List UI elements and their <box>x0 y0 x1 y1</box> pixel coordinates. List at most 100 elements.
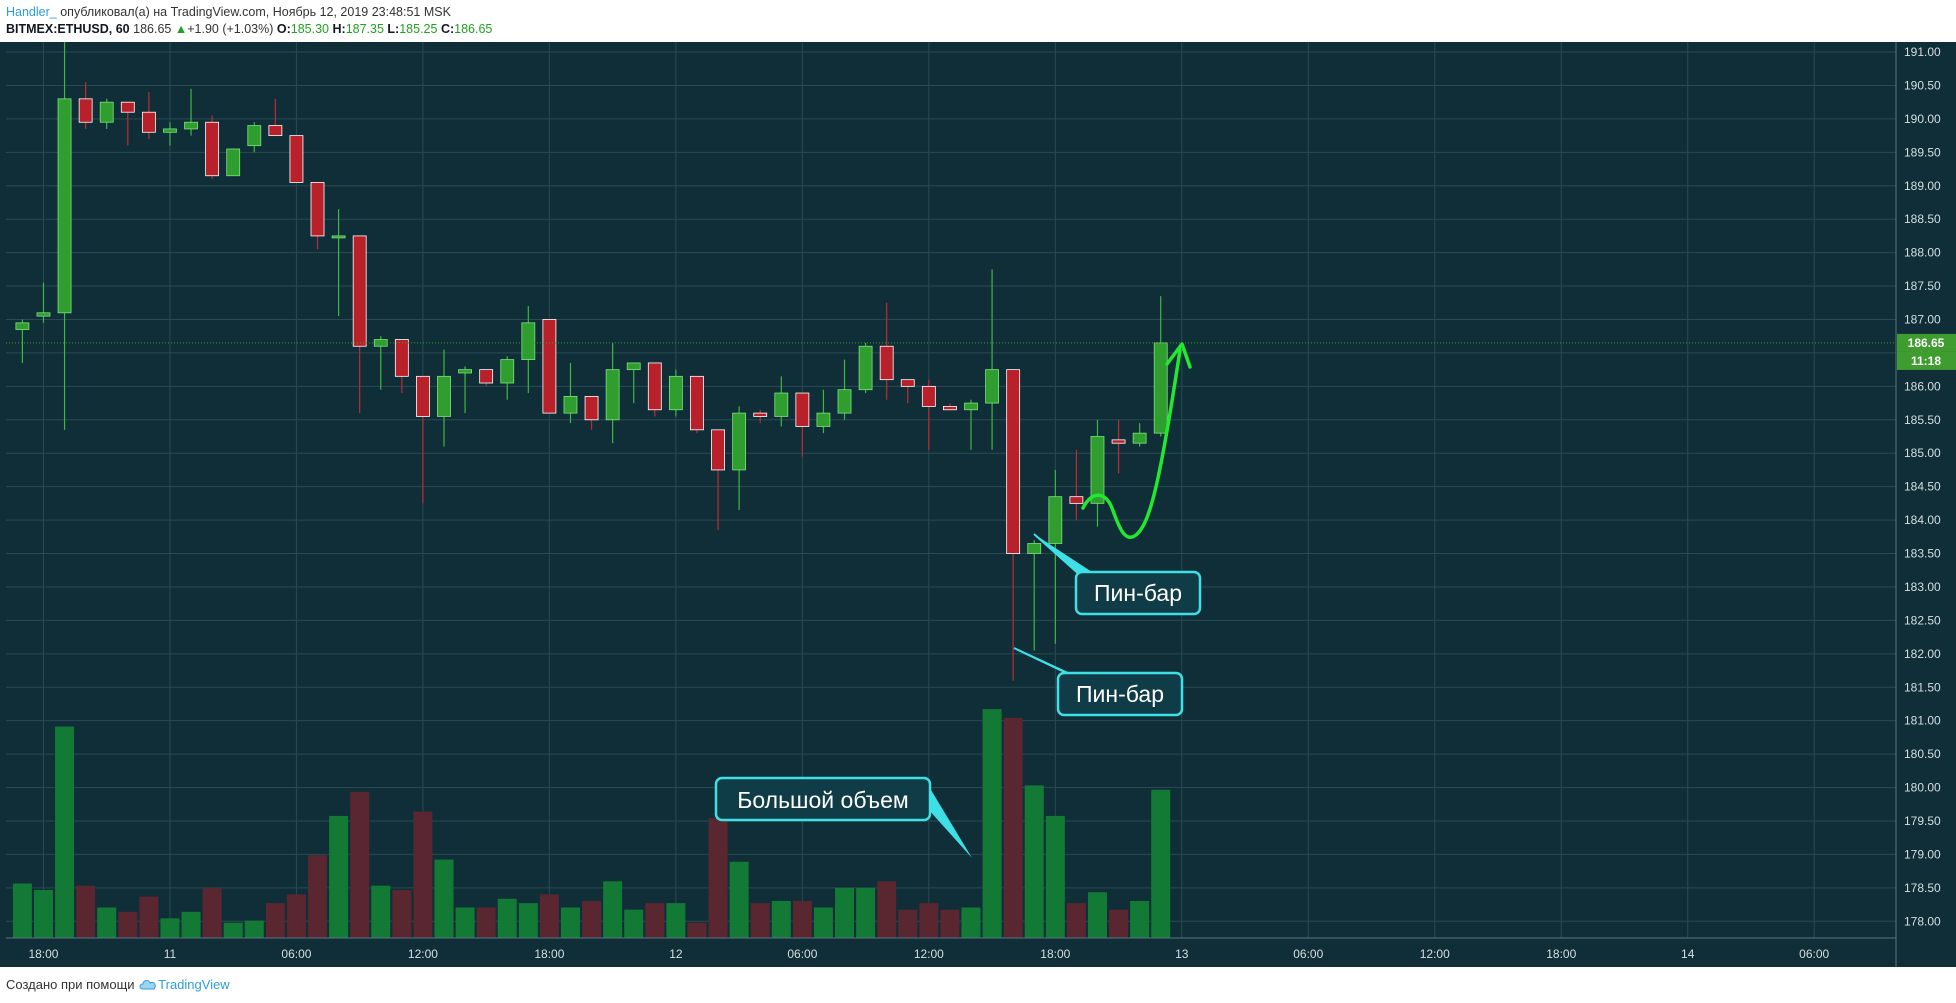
candle-body <box>795 392 810 427</box>
candle-body <box>816 412 831 427</box>
volume-bar <box>898 909 918 938</box>
callout-pointer-fill-1 <box>1034 534 1092 572</box>
candle-body <box>1132 432 1147 444</box>
price-tick-label: 187.50 <box>1904 279 1941 293</box>
candle-body <box>141 111 156 133</box>
callout-box-1 <box>1074 570 1202 616</box>
chart-area[interactable]: Пин-бар Пин-бар Большой объем 191.00 190.… <box>0 38 1956 967</box>
candle-body <box>120 101 135 113</box>
time-tick-label: 06:00 <box>281 947 311 961</box>
candle-body <box>668 375 683 411</box>
callout-pin-bar-1: Пин-бар <box>1033 533 1202 616</box>
volume-bar <box>329 815 349 938</box>
tradingview-brand-link[interactable]: TradingView <box>158 977 230 992</box>
price-tick-label: 182.00 <box>1904 647 1941 661</box>
callout-text-3: Большой объем <box>737 787 908 813</box>
time-tick-label: 06:00 <box>787 947 817 961</box>
candle-body <box>57 98 72 314</box>
candle-body <box>268 125 283 137</box>
price-tick-label: 178.00 <box>1904 914 1941 928</box>
candle-body <box>647 362 662 411</box>
callout-box-3 <box>714 776 932 822</box>
candle-body <box>690 375 704 431</box>
volume-bar <box>97 907 117 938</box>
volume-bar <box>813 907 833 938</box>
candle-body <box>247 125 262 147</box>
chart-background <box>0 42 1956 967</box>
volume-bar <box>497 898 517 938</box>
callout-text-2: Пин-бар <box>1076 681 1164 707</box>
candle-body <box>1111 439 1126 444</box>
price-tick-label: 180.50 <box>1904 747 1941 761</box>
last-price-badge <box>1897 333 1956 352</box>
price-tick-label: 180.00 <box>1904 781 1941 795</box>
volume-bar <box>1151 789 1171 938</box>
price-tick-label: 178.50 <box>1904 881 1941 895</box>
candle-body <box>563 395 578 414</box>
candle-body <box>352 235 367 347</box>
price-tick-label: 179.50 <box>1904 814 1941 828</box>
candle-body <box>205 121 220 177</box>
candles <box>15 38 1168 681</box>
candle-body <box>437 375 451 417</box>
price-tick-label: 189.50 <box>1904 145 1941 159</box>
candle-body <box>331 235 346 239</box>
countdown-badge-text: 11:18 <box>1911 354 1941 368</box>
countdown-badge <box>1897 351 1956 370</box>
volume-bar <box>961 907 981 938</box>
price-tick-label: 182.50 <box>1904 613 1941 627</box>
candle-body <box>163 128 177 133</box>
volume-bar <box>645 903 665 938</box>
callout-big-volume: Большой объем <box>714 776 972 858</box>
candle-body <box>879 345 894 381</box>
volume-bar <box>729 861 749 938</box>
candle-body <box>15 322 30 330</box>
volume-bar <box>118 911 138 938</box>
candle-body <box>921 385 936 407</box>
price-tick-label: 188.50 <box>1904 212 1941 226</box>
candle-body <box>500 359 515 384</box>
price-tick-label: 185.50 <box>1904 413 1941 427</box>
price-axis[interactable]: 191.00 190.50 190.00 189.50 189.00 188.50 188.… <box>1904 45 1941 928</box>
low-label: L: <box>387 22 400 36</box>
symbol-label[interactable]: BITMEX:ETHUSD, 60 <box>6 22 130 36</box>
candle-body <box>289 135 304 183</box>
volume-bar <box>455 907 475 938</box>
price-tick-label: 183.00 <box>1904 580 1941 594</box>
price-tick-label: 190.50 <box>1904 78 1941 92</box>
price-tick-label: 185.00 <box>1904 446 1941 460</box>
volume-bar <box>1066 903 1086 938</box>
volume-bar <box>877 881 897 938</box>
price-tick-label: 187.00 <box>1904 312 1941 326</box>
volume-bar <box>1024 785 1044 938</box>
high-value: 187.35 <box>345 22 384 36</box>
volume-bar <box>181 911 201 938</box>
candle-body <box>584 395 599 421</box>
time-axis[interactable]: 18:00 11 06:00 12:00 18:00 12 06:00 12:00 18:00 1… <box>28 947 1829 961</box>
candle-body <box>1006 369 1021 554</box>
candlestick-chart[interactable]: Пин-бар Пин-бар Большой объем 191.00 190.… <box>0 38 1956 967</box>
tradingview-cloud-icon[interactable] <box>138 978 158 990</box>
volume-bar <box>1130 900 1150 938</box>
volume-bar <box>539 894 559 938</box>
volume-bar <box>76 885 96 938</box>
last-price-text: 186.65 <box>133 22 172 36</box>
author-link[interactable]: Handler_ <box>6 5 57 19</box>
time-tick-label: 06:00 <box>1799 947 1829 961</box>
candle-body <box>964 402 978 411</box>
candle-body <box>542 319 557 414</box>
candle-body <box>458 369 472 374</box>
volume-bar <box>982 709 1002 938</box>
candle-body <box>900 379 915 387</box>
time-tick-label: 13 <box>1175 947 1189 961</box>
volume-bar <box>55 726 75 938</box>
volume-bar <box>223 922 243 938</box>
candle-body <box>310 182 325 237</box>
candle-body <box>1090 436 1105 504</box>
candle-body <box>732 412 747 471</box>
candle-body <box>99 101 114 123</box>
candle-body <box>78 98 93 123</box>
volume-bar <box>308 855 328 938</box>
candle-body <box>226 148 241 177</box>
price-tick-label: 188.00 <box>1904 246 1941 260</box>
